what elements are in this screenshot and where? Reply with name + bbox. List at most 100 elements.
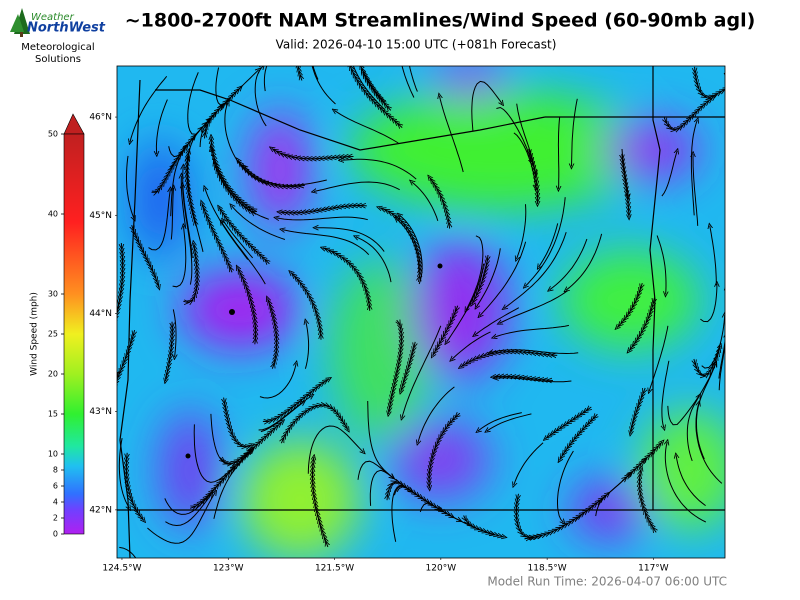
streamline (211, 149, 269, 220)
streamline (466, 235, 484, 310)
colorbar-label: Wind Speed (mph) (30, 292, 40, 376)
colorbar-tick-label: 2 (53, 514, 58, 523)
streamline (356, 237, 392, 283)
streamline (529, 148, 538, 204)
streamline (172, 226, 186, 288)
map-labels: 124.5°W 123°W 121.5°W 120°W 118.5°W 117°W 46°N… (89, 113, 669, 574)
colorbar-ticks: 0 2 4 6 8 10 15 20 25 30 40 50 (48, 130, 64, 539)
lon-label: 121.5°W (315, 564, 354, 574)
streamline (661, 151, 677, 197)
streamline (710, 226, 717, 286)
streamline (524, 494, 608, 539)
streamline (311, 66, 336, 105)
streamline (263, 66, 268, 92)
borders (117, 66, 725, 558)
streamline (276, 217, 368, 220)
lon-label: 118.5°W (528, 564, 567, 574)
streamline (700, 284, 717, 323)
streamline (476, 248, 501, 307)
streamline (148, 189, 171, 251)
streamline (268, 298, 277, 369)
streamline (494, 324, 569, 337)
streamline (664, 97, 713, 130)
streamline (402, 325, 442, 418)
streamline (379, 208, 420, 283)
city-dot (437, 263, 443, 269)
streamline (291, 272, 321, 340)
lat-label: 44°N (89, 309, 112, 319)
streamline (464, 516, 505, 538)
lon-label: 123°W (213, 564, 244, 574)
streamline (165, 321, 172, 381)
logo-caption: Meteorological Solutions (21, 42, 95, 65)
city-dot (185, 453, 191, 459)
streamline (126, 452, 143, 521)
streamline (357, 460, 392, 480)
streamline (396, 486, 440, 510)
title: ~1800-2700ft NAM Streamlines/Wind Speed … (125, 10, 756, 32)
streamline (282, 230, 370, 256)
streamline (500, 290, 569, 324)
logo: Weather NorthWest (10, 8, 106, 37)
colorbar (63, 133, 85, 535)
streamline (622, 153, 629, 218)
streamline (694, 346, 721, 376)
lon-label: 117°W (638, 564, 669, 574)
streamline (418, 386, 455, 443)
lat-label: 45°N (89, 211, 112, 221)
streamline (676, 455, 706, 506)
streamline (187, 151, 196, 227)
colorbar-tick-label: 15 (48, 410, 58, 419)
streamline (723, 72, 725, 76)
streamline (193, 424, 234, 483)
colorbar-tick-label: 8 (53, 466, 58, 475)
lat-label: 42°N (89, 505, 112, 515)
colorbar-tick-label: 30 (48, 290, 58, 299)
streamline (662, 360, 670, 428)
colorbar-tick-label: 4 (53, 498, 58, 507)
streamline (493, 376, 553, 380)
streamline (409, 66, 418, 92)
streamline (480, 241, 527, 316)
streamline (572, 98, 578, 167)
colorbar-tick-label: 10 (48, 450, 58, 459)
streamline (617, 282, 642, 328)
streamline (262, 379, 329, 422)
logo-caption-box: Meteorological Solutions (21, 42, 95, 65)
streamline (279, 206, 367, 213)
city-dot (229, 309, 235, 315)
streamline (312, 66, 319, 80)
streamline (629, 297, 655, 352)
streamline (433, 305, 458, 356)
streamline (126, 155, 135, 219)
streamline (119, 546, 137, 558)
streamline (695, 66, 725, 98)
streamline (471, 80, 502, 131)
streamline (550, 238, 588, 290)
streamline (566, 233, 603, 290)
map-frame (116, 65, 726, 559)
streamline (399, 215, 423, 285)
streamline (316, 228, 385, 252)
streamline (305, 321, 310, 369)
lon-label: 124.5°W (102, 564, 141, 574)
streamline (656, 235, 666, 295)
run-time: Model Run Time: 2026-04-07 06:00 UTC (487, 575, 727, 589)
logo-line1: Weather (31, 12, 75, 23)
streamline (401, 66, 415, 98)
streamline (545, 407, 591, 439)
streamline (429, 413, 460, 488)
map (117, 66, 725, 558)
logo-line2: NorthWest (27, 21, 106, 36)
streamline (472, 254, 488, 304)
streamline (254, 66, 267, 127)
colorbar-tick-label: 50 (48, 130, 58, 139)
streamline (173, 309, 176, 357)
colorbar-tick-label: 25 (48, 330, 58, 339)
streamline (367, 400, 393, 477)
streamline (686, 396, 699, 462)
colorbar-tick-label: 20 (48, 370, 58, 379)
colorbar-tick-label: 6 (53, 482, 58, 491)
streamline (539, 223, 559, 267)
